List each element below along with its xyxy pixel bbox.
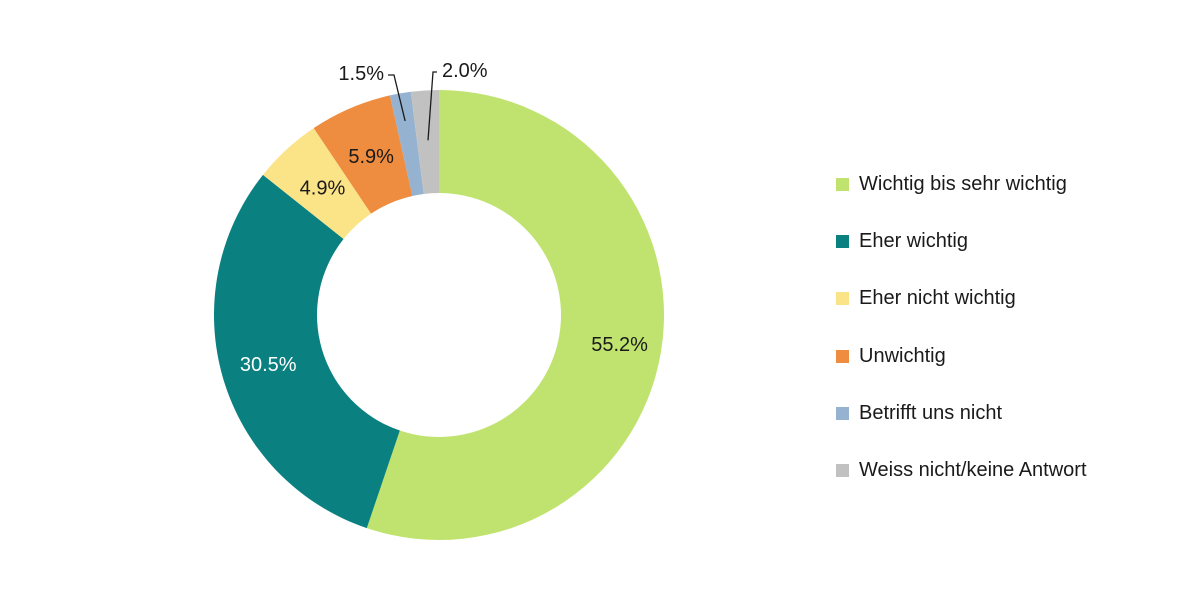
legend-item-betrifft-uns-nicht: Betrifft uns nicht	[836, 400, 1087, 428]
legend-swatch	[836, 464, 849, 478]
donut-slices	[213, 90, 664, 540]
legend-swatch	[836, 177, 849, 191]
slice-labels: 55.2% 30.5% 4.9%5.9% 1.5% 2.0%	[240, 60, 648, 376]
slice-label-eher-wichtig: 30.5%	[240, 354, 297, 376]
slice-eher-nicht-wichtig	[262, 128, 372, 240]
legend-item-unwichtig: Unwichtig	[836, 342, 1087, 370]
legend-swatch	[836, 292, 849, 306]
slice-label-unwichtig: 5.9%	[348, 146, 394, 168]
legend-item-eher-wichtig: Eher wichtig	[836, 227, 1087, 255]
chart-legend: Wichtig bis sehr wichtig Eher wichtig Eher…	[836, 170, 1087, 514]
slice-wichtig-bis-sehr-wichtig	[366, 90, 664, 540]
legend-label: Unwichtig	[859, 344, 946, 367]
slice-label-betrifft-uns-nicht: 1.5%	[338, 63, 384, 85]
slice-betrifft-uns-nicht	[389, 91, 424, 196]
slice-unwichtig	[313, 95, 413, 214]
legend-swatch	[836, 407, 849, 421]
legend-label: Eher nicht wichtig	[859, 287, 1016, 310]
legend-item-weiss-nicht-keine-antwort: Weiss nicht/keine Antwort	[836, 457, 1087, 485]
legend-swatch	[836, 234, 849, 248]
legend-label: Betrifft uns nicht	[859, 402, 1003, 425]
legend-item-wichtig-bis-sehr-wichtig: Wichtig bis sehr wichtig	[836, 170, 1087, 198]
legend-item-eher-nicht-wichtig: Eher nicht wichtig	[836, 285, 1087, 313]
slice-eher-wichtig	[213, 174, 400, 529]
leader-line-betrifft-uns-nicht	[388, 74, 406, 122]
legend-label: Wichtig bis sehr wichtig	[859, 172, 1067, 195]
leader-line-weiss-nicht-keine-antwort	[427, 71, 437, 141]
slice-weiss-nicht-keine-antwort	[410, 90, 439, 194]
legend-swatch	[836, 349, 849, 363]
legend-label: Weiss nicht/keine Antwort	[859, 459, 1087, 482]
slice-label-wichtig-bis-sehr-wichtig: 55.2%	[591, 334, 648, 356]
legend-label: Eher wichtig	[859, 229, 968, 252]
slice-label-eher-nicht-wichtig: 4.9%	[300, 178, 346, 200]
slice-label-weiss-nicht-keine-antwort: 2.0%	[442, 60, 488, 82]
